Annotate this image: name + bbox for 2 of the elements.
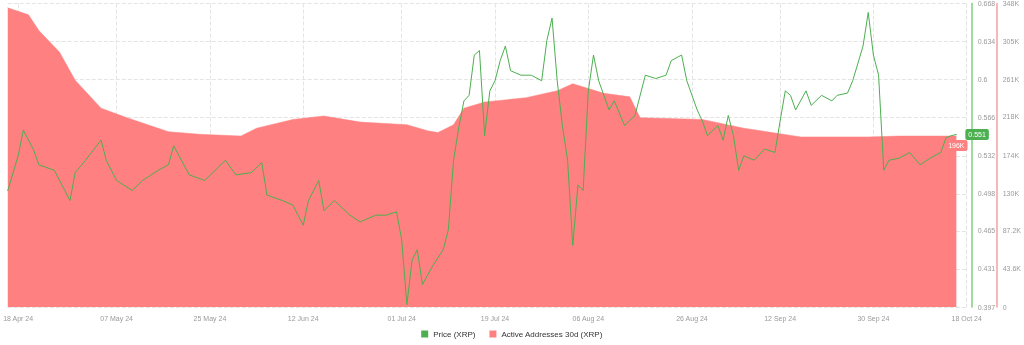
legend-label: Active Addresses 30d (XRP) (501, 329, 603, 339)
legend-label: Price (XRP) (433, 329, 476, 339)
